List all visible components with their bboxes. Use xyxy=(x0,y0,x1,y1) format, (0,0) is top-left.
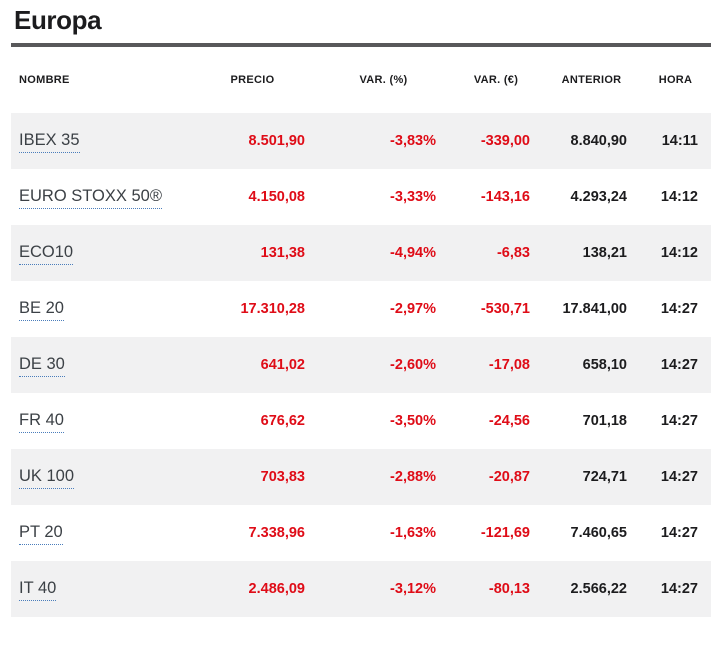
var_pct-value: -2,88% xyxy=(390,468,436,485)
index-name-cell: PT 20 xyxy=(11,505,187,561)
index-link[interactable]: IBEX 35 xyxy=(19,131,80,154)
index-link[interactable]: DE 30 xyxy=(19,355,65,378)
anterior-value: 7.460,65 xyxy=(570,524,627,541)
hora-value: 14:27 xyxy=(660,356,698,373)
precio-value: 703,83 xyxy=(260,468,305,485)
column-header-hora: HORA xyxy=(658,73,693,86)
column-header-var_pct: VAR. (%) xyxy=(359,73,408,86)
index-link[interactable]: PT 20 xyxy=(19,523,63,546)
index-link[interactable]: UK 100 xyxy=(19,467,75,490)
precio-value: 4.150,08 xyxy=(248,188,305,205)
table-row: EURO STOXX 50® 4.150,08 -3,33% -143,16 4.293… xyxy=(11,169,711,225)
index-link[interactable]: IT 40 xyxy=(19,579,57,602)
hora-value: 14:27 xyxy=(660,468,698,485)
index-name-cell: BE 20 xyxy=(11,281,187,337)
var_pct-value: -3,50% xyxy=(390,412,436,429)
table-row: DE 30 641,02 -2,60% -17,08 658,10 14:27 xyxy=(11,336,711,393)
table-row: BE 20 17.310,28 -2,97% -530,71 17.841,00 14:2… xyxy=(11,281,711,337)
market-overview-page: Europa NOMBRE PRECIO VAR. (%) VAR. (€) ANTER… xyxy=(0,5,722,617)
column-header-precio: PRECIO xyxy=(230,73,275,86)
index-name-cell: IBEX 35 xyxy=(11,113,187,169)
anterior-value: 17.841,00 xyxy=(562,300,627,317)
var_eur-value: -17,08 xyxy=(488,356,530,373)
var_pct-value: -2,97% xyxy=(390,300,436,317)
precio-value: 2.486,09 xyxy=(248,580,305,597)
anterior-value: 658,10 xyxy=(582,356,627,373)
index-name-cell: DE 30 xyxy=(11,337,187,393)
anterior-value: 701,18 xyxy=(582,412,627,429)
var_eur-value: -20,87 xyxy=(488,468,530,485)
index-link[interactable]: ECO10 xyxy=(19,243,74,266)
precio-value: 676,62 xyxy=(260,412,305,429)
var_eur-value: -121,69 xyxy=(480,524,530,541)
hora-value: 14:27 xyxy=(660,524,698,541)
var_pct-value: -3,83% xyxy=(390,132,436,149)
page-title: Europa xyxy=(14,5,102,35)
index-name-cell: FR 40 xyxy=(11,393,187,449)
table-header-row: NOMBRE PRECIO VAR. (%) VAR. (€) ANTERIOR HORA xyxy=(11,47,711,113)
var_eur-value: -530,71 xyxy=(480,300,530,317)
var_eur-value: -80,13 xyxy=(488,580,530,597)
var_eur-value: -6,83 xyxy=(496,244,530,261)
index-name-cell: IT 40 xyxy=(11,561,187,617)
var_eur-value: -143,16 xyxy=(480,188,530,205)
table-row: FR 40 676,62 -3,50% -24,56 701,18 14:27 xyxy=(11,393,711,449)
var_pct-value: -4,94% xyxy=(390,244,436,261)
var_pct-value: -1,63% xyxy=(390,524,436,541)
table-row: IBEX 35 8.501,90 -3,83% -339,00 8.840,90 14:1… xyxy=(11,112,711,169)
var_pct-value: -3,33% xyxy=(390,188,436,205)
table-body: IBEX 35 8.501,90 -3,83% -339,00 8.840,90 14:1… xyxy=(11,112,711,617)
table-row: PT 20 7.338,96 -1,63% -121,69 7.460,65 14:27 xyxy=(11,505,711,561)
precio-value: 641,02 xyxy=(260,356,305,373)
anterior-value: 4.293,24 xyxy=(570,188,627,205)
table-row: UK 100 703,83 -2,88% -20,87 724,71 14:27 xyxy=(11,448,711,505)
index-name-cell: ECO10 xyxy=(11,225,187,281)
anterior-value: 2.566,22 xyxy=(570,580,627,597)
hora-value: 14:27 xyxy=(660,300,698,317)
var_eur-value: -24,56 xyxy=(488,412,530,429)
hora-value: 14:27 xyxy=(660,580,698,597)
title-divider xyxy=(11,42,711,47)
index-name-cell: UK 100 xyxy=(11,449,187,505)
var_pct-value: -3,12% xyxy=(390,580,436,597)
column-header-anterior: ANTERIOR xyxy=(561,73,622,86)
column-header-nombre: NOMBRE xyxy=(19,73,70,86)
index-link[interactable]: BE 20 xyxy=(19,299,64,322)
column-header-var_eur: VAR. (€) xyxy=(473,73,519,86)
anterior-value: 138,21 xyxy=(582,244,627,261)
index-link[interactable]: EURO STOXX 50® xyxy=(19,187,162,210)
hora-value: 14:27 xyxy=(660,412,698,429)
precio-value: 7.338,96 xyxy=(248,524,305,541)
index-name-cell: EURO STOXX 50® xyxy=(11,169,187,225)
var_pct-value: -2,60% xyxy=(390,356,436,373)
precio-value: 131,38 xyxy=(260,244,305,261)
var_eur-value: -339,00 xyxy=(480,132,530,149)
precio-value: 8.501,90 xyxy=(248,132,305,149)
hora-value: 14:12 xyxy=(660,188,698,205)
hora-value: 14:11 xyxy=(661,132,698,149)
hora-value: 14:12 xyxy=(660,244,698,261)
index-link[interactable]: FR 40 xyxy=(19,411,64,434)
precio-value: 17.310,28 xyxy=(240,300,305,317)
table-row: ECO10 131,38 -4,94% -6,83 138,21 14:12 xyxy=(11,224,711,281)
europa-indices-table: NOMBRE PRECIO VAR. (%) VAR. (€) ANTERIOR HORA… xyxy=(11,47,711,617)
anterior-value: 8.840,90 xyxy=(570,132,627,149)
anterior-value: 724,71 xyxy=(582,468,627,485)
table-row: IT 40 2.486,09 -3,12% -80,13 2.566,22 14:27 xyxy=(11,560,711,617)
